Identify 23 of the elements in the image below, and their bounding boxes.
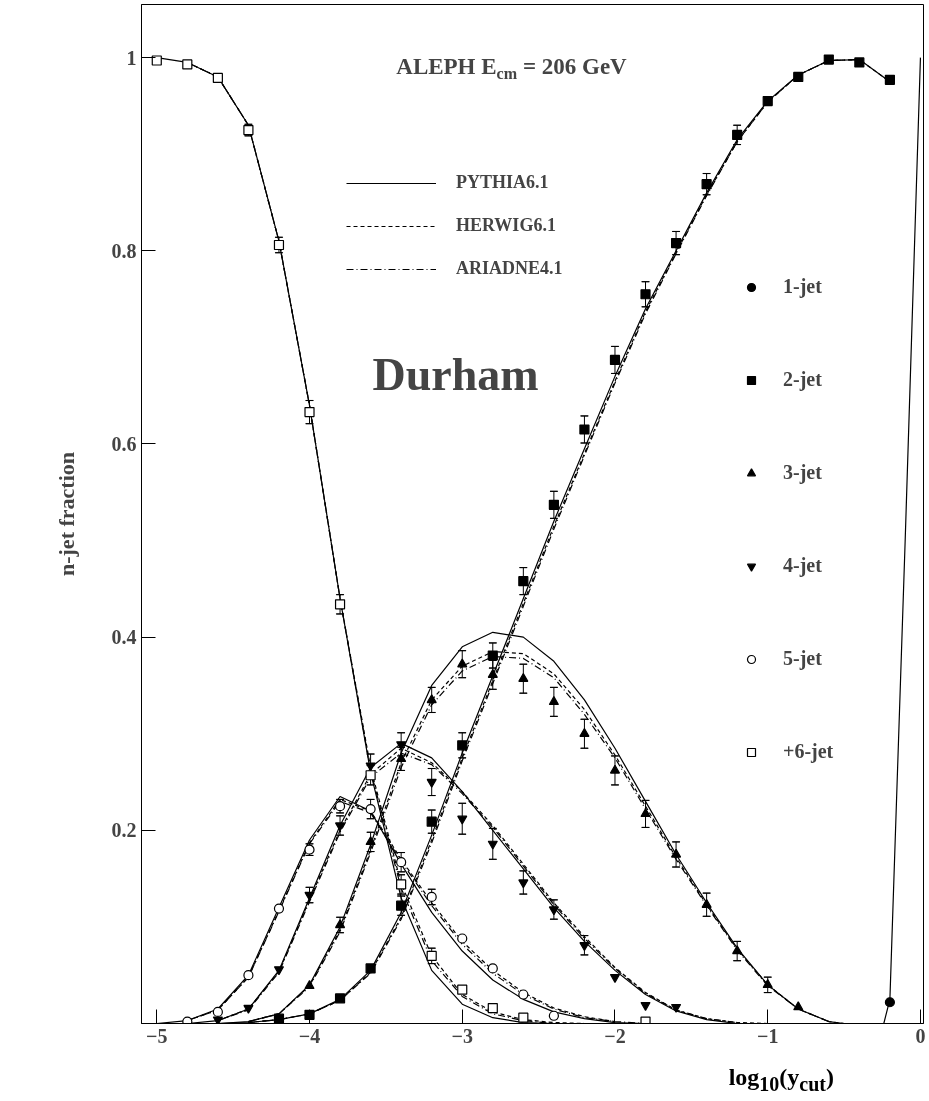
y-tick-label: 0.8 <box>111 239 137 262</box>
x-tick-label: −5 <box>146 1024 168 1047</box>
legend-label: ARIADNE4.1 <box>456 258 563 279</box>
legend-label: HERWIG6.1 <box>456 215 556 236</box>
legend-label: 4-jet <box>783 554 822 577</box>
y-tick-label: 0.2 <box>111 819 137 842</box>
legend-label: 3-jet <box>783 461 822 484</box>
legend-label: PYTHIA6.1 <box>456 172 549 193</box>
legend-label: 1-jet <box>783 275 822 298</box>
y-tick-label: 1 <box>126 46 137 69</box>
x-tick-label: −2 <box>604 1024 626 1047</box>
y-tick-label: 0.6 <box>111 432 137 455</box>
x-tick-label: −1 <box>757 1024 779 1047</box>
annotation: Durham <box>372 349 539 400</box>
legend-label: 2-jet <box>783 368 822 391</box>
x-tick-label: −4 <box>298 1024 321 1047</box>
y-tick-label: 0.4 <box>111 626 137 649</box>
x-tick-label: 0 <box>915 1024 926 1047</box>
legend-label: 5-jet <box>783 647 822 670</box>
x-tick-label: −3 <box>451 1024 473 1047</box>
x-axis-title: log$_{10}$(y$_{cut}$) <box>728 1064 834 1096</box>
legend-label: +6-jet <box>783 740 834 763</box>
y-axis-title: n-jet fraction <box>53 451 79 576</box>
